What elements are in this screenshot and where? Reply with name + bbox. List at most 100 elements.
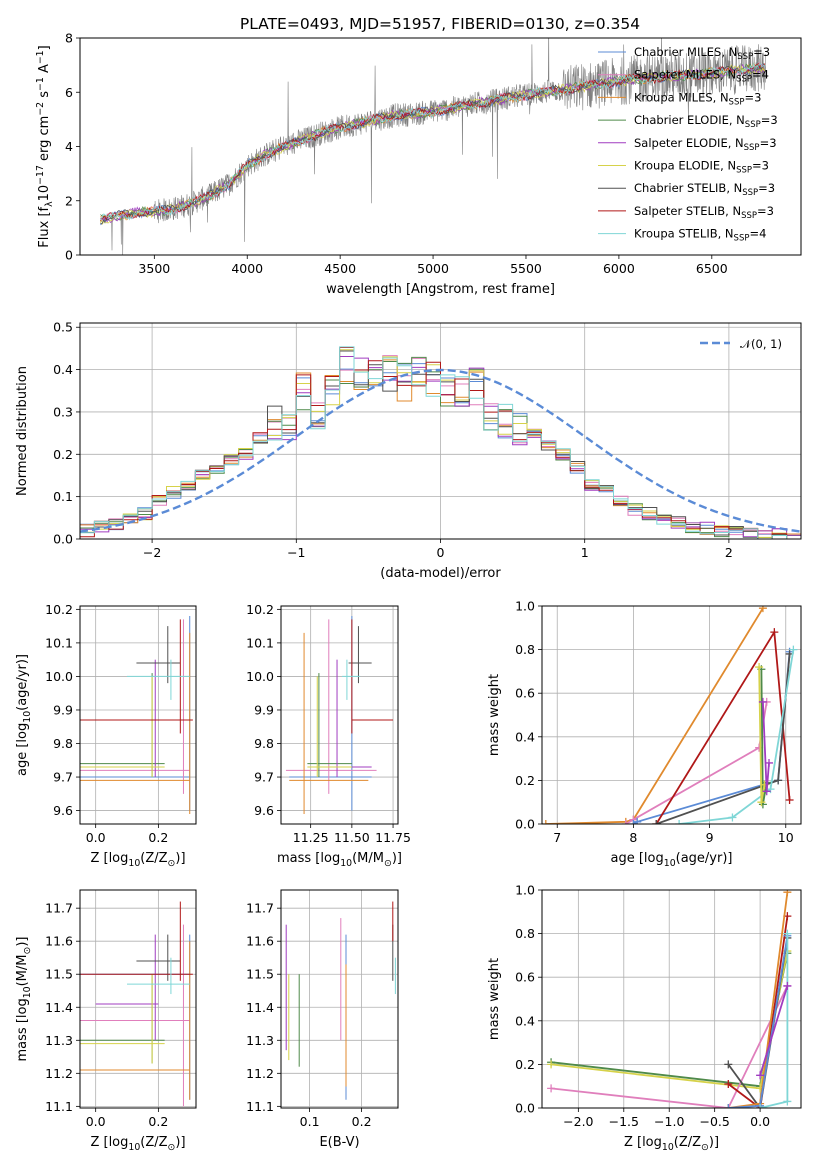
axes-frame: [79, 322, 802, 540]
y-tick-label: 0.5: [53, 320, 73, 335]
x-tick-label: 0.1: [300, 1114, 320, 1129]
legend-entry: 𝒩(0, 1): [740, 337, 782, 351]
series-marker: [652, 820, 661, 824]
point-salpeter-elodie: [318, 659, 372, 778]
series-line: [632, 651, 791, 824]
y-axis-label: Normed distribution: [15, 366, 30, 496]
legend-entry: Chabrier ELODIE, NSSP=3: [634, 113, 778, 130]
y-tick-label: 9.8: [254, 736, 274, 751]
y-tick-label: 0.4: [515, 729, 535, 744]
x-tick-label: 5000: [417, 261, 449, 276]
plot-mass-vs-EBV: 0.1 0.2 11.1 11.2 11.3 11.4 11.5 11.6 11.7 E(B-V): [246, 889, 399, 1150]
grid-lines: [281, 606, 398, 824]
y-tick-label: 0.8: [515, 642, 535, 657]
grid-lines: [281, 890, 398, 1108]
series-marker: [724, 1060, 733, 1069]
y-tick-label: 11.7: [45, 901, 73, 916]
point-kroupa-elodie: [80, 676, 165, 778]
series-marker: [547, 1084, 556, 1093]
series-marker: [774, 776, 783, 785]
histogram-kroupa-stelib: [80, 346, 801, 539]
y-tick-label: 0.6: [515, 686, 535, 701]
model-spectrum-kroupa-stelib: [100, 62, 766, 221]
series-marker: [633, 817, 642, 824]
legend-entry: Kroupa ELODIE, NSSP=3: [634, 159, 769, 176]
point-salpeter-miles: [80, 924, 190, 1107]
x-tick-label: 2: [725, 545, 733, 560]
x-tick-label: 7: [553, 830, 561, 845]
plot-area: [547, 890, 792, 1108]
y-tick-label: 0.2: [515, 773, 535, 788]
series-marker: [724, 1104, 733, 1108]
axes-frame: [541, 605, 802, 825]
series-line: [762, 701, 770, 792]
axes-frame: [541, 889, 802, 1109]
y-tick-label: 9.7: [53, 770, 73, 785]
y-tick-label: 9.9: [254, 702, 274, 717]
y-tick-label: 9.7: [254, 770, 274, 785]
series-marker: [785, 796, 794, 805]
model-spectrum-chabrier-stelib: [100, 63, 766, 225]
series-marker: [621, 820, 630, 824]
series-line: [625, 701, 768, 824]
x-tick-label: 11.25: [293, 830, 329, 845]
x-tick-label: 0.2: [352, 1114, 372, 1129]
point-chabrier-miles: [80, 616, 191, 811]
series-marker: [756, 1104, 765, 1108]
grid-lines: [80, 606, 196, 824]
y-axis-label: mass weight: [487, 958, 502, 1040]
plot-area: [285, 901, 396, 1100]
y-tick-label: 0: [65, 248, 73, 263]
y-tick-label: 10.1: [246, 635, 274, 650]
series-line: [759, 985, 789, 1076]
series-marker: [542, 820, 550, 824]
axes-frame: [79, 889, 197, 1109]
series-line: [655, 653, 791, 824]
axes-frame: [79, 37, 802, 256]
y-tick-label: 11.2: [45, 1066, 73, 1081]
legend-entry: Kroupa MILES, NSSP=3: [634, 90, 761, 107]
x-tick-label: 11.75: [375, 830, 411, 845]
series-chabrier-miles: [629, 647, 794, 824]
y-tick-label: 11.2: [246, 1066, 274, 1081]
y-tick-label: 9.6: [254, 803, 274, 818]
x-tick-label: 4000: [231, 261, 263, 276]
gaussian-curve: [80, 368, 801, 533]
x-axis-label: E(B-V): [319, 1135, 359, 1150]
y-tick-label: 11.1: [246, 1099, 274, 1114]
x-tick-label: −1.0: [654, 1114, 684, 1129]
legend-entry: Chabrier MILES, NSSP=3: [634, 45, 770, 62]
observed-spectrum: [100, 38, 766, 255]
series-marker: [783, 1097, 792, 1106]
y-tick-label: 0.4: [53, 362, 73, 377]
point-kroupa-miles: [289, 632, 369, 814]
x-axis-label: Z [log10​(Z/Z⊙​)]: [90, 851, 185, 869]
y-tick-label: 8: [65, 31, 73, 46]
point-kroupa-stelib: [127, 957, 190, 995]
point-chabrier-stelib: [136, 934, 181, 981]
point-chabrier-miles: [289, 616, 372, 811]
series-marker: [724, 1080, 733, 1089]
plot-mass-vs-Z: 0.0 0.2 11.1 11.2 11.3 11.4 11.5 11.6 11.7 Z [log…: [15, 889, 197, 1153]
x-axis-label: wavelength [Angstrom, rest frame]: [326, 282, 555, 297]
point-kroupa-stelib: [341, 659, 361, 700]
series-marker: [789, 645, 798, 654]
x-tick-label: 6000: [603, 261, 635, 276]
legend-entry: Salpeter ELODIE, NSSP=3: [634, 136, 777, 153]
series-marker: [783, 890, 792, 897]
y-axis-label: age [log10​(age/yr)]: [15, 654, 33, 776]
y-tick-label: 1.0: [515, 883, 535, 898]
series-marker: [783, 929, 792, 938]
model-spectrum-kroupa-elodie: [100, 64, 766, 226]
y-tick-label: 0.0: [515, 1101, 535, 1116]
point-salpeter-elodie: [95, 934, 159, 1041]
y-tick-label: 2: [65, 193, 73, 208]
point-kroupa-stelib: [127, 659, 190, 700]
legend-entry: Chabrier STELIB, NSSP=3: [634, 181, 775, 198]
x-axis-label: mass [log10​(M/M⊙​)]: [277, 851, 402, 869]
y-tick-label: 9.8: [53, 736, 73, 751]
axes-frame: [280, 889, 399, 1109]
series-marker: [758, 606, 767, 613]
plot-residuals: −2 −1 0 1 2 0.0 0.1 0.2 0.3 0.4 0.5 (data-model)/er…: [15, 320, 802, 581]
x-tick-label: 4500: [324, 261, 356, 276]
